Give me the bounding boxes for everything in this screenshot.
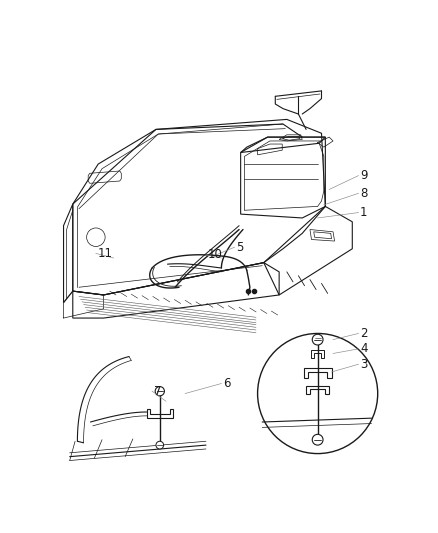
Circle shape [258, 334, 378, 454]
Text: 5: 5 [236, 241, 244, 254]
Circle shape [155, 386, 164, 396]
Text: 6: 6 [223, 377, 230, 390]
Text: 1: 1 [360, 206, 367, 219]
Text: 10: 10 [208, 248, 223, 261]
Text: 2: 2 [360, 327, 367, 340]
Text: 9: 9 [360, 169, 367, 182]
Text: 7: 7 [154, 385, 161, 398]
Circle shape [312, 434, 323, 445]
Text: 8: 8 [360, 187, 367, 200]
Circle shape [156, 441, 164, 449]
Text: 4: 4 [360, 342, 367, 356]
Text: 3: 3 [360, 358, 367, 371]
Text: 11: 11 [97, 247, 113, 260]
Circle shape [312, 334, 323, 345]
